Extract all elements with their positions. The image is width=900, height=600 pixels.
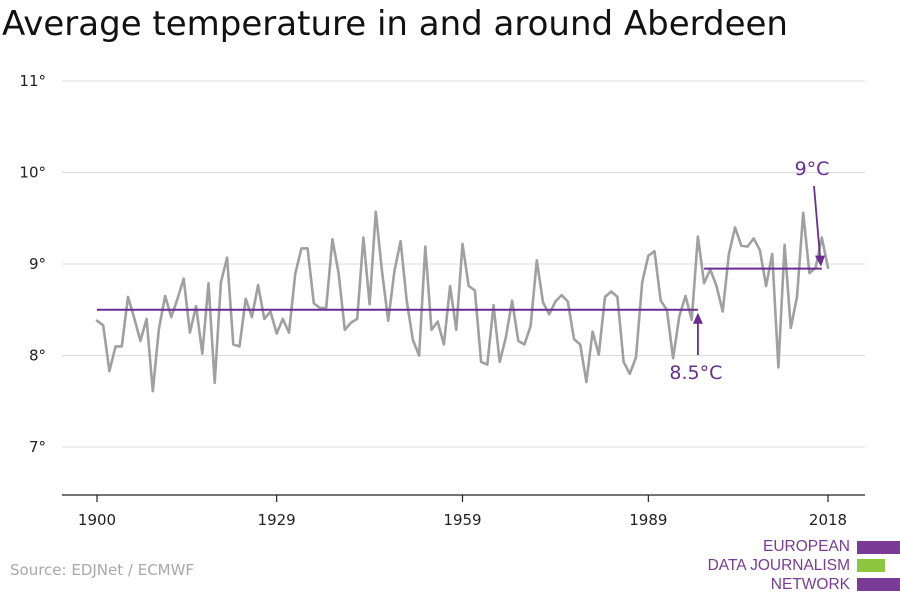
x-tick-label: 1900 — [78, 511, 116, 529]
label-8-5: 8.5°C — [669, 362, 722, 384]
arrow-9-shaft — [813, 185, 821, 257]
y-tick-label: 9° — [29, 255, 46, 273]
x-tick-label: 2018 — [809, 511, 847, 529]
x-tick-label: 1959 — [443, 511, 481, 529]
logo-bar-purple-bottom — [857, 578, 900, 591]
x-tick-label: 1929 — [258, 511, 296, 529]
chart-title: Average temperature in and around Aberde… — [2, 4, 788, 44]
logo-bar-green — [857, 559, 885, 572]
logo-line-1: EUROPEAN — [763, 538, 850, 555]
logo-line-2: DATA JOURNALISM — [707, 557, 850, 574]
edjnet-logo: EUROPEAN DATA JOURNALISM NETWORK — [700, 534, 900, 596]
arrow-8-5-head — [692, 312, 703, 324]
logo-bar-purple-top — [857, 541, 900, 554]
y-tick-label: 11° — [19, 72, 46, 90]
arrow-9-head — [815, 255, 825, 267]
x-tick-label: 1989 — [629, 511, 667, 529]
temperature-series-line — [95, 210, 830, 393]
y-tick-label: 7° — [29, 438, 46, 456]
y-tick-label: 10° — [19, 164, 46, 182]
source-note: Source: EDJNet / ECMWF — [10, 561, 195, 579]
y-tick-label: 8° — [29, 347, 46, 365]
logo-line-3: NETWORK — [770, 576, 850, 593]
label-9: 9°C — [795, 158, 830, 180]
